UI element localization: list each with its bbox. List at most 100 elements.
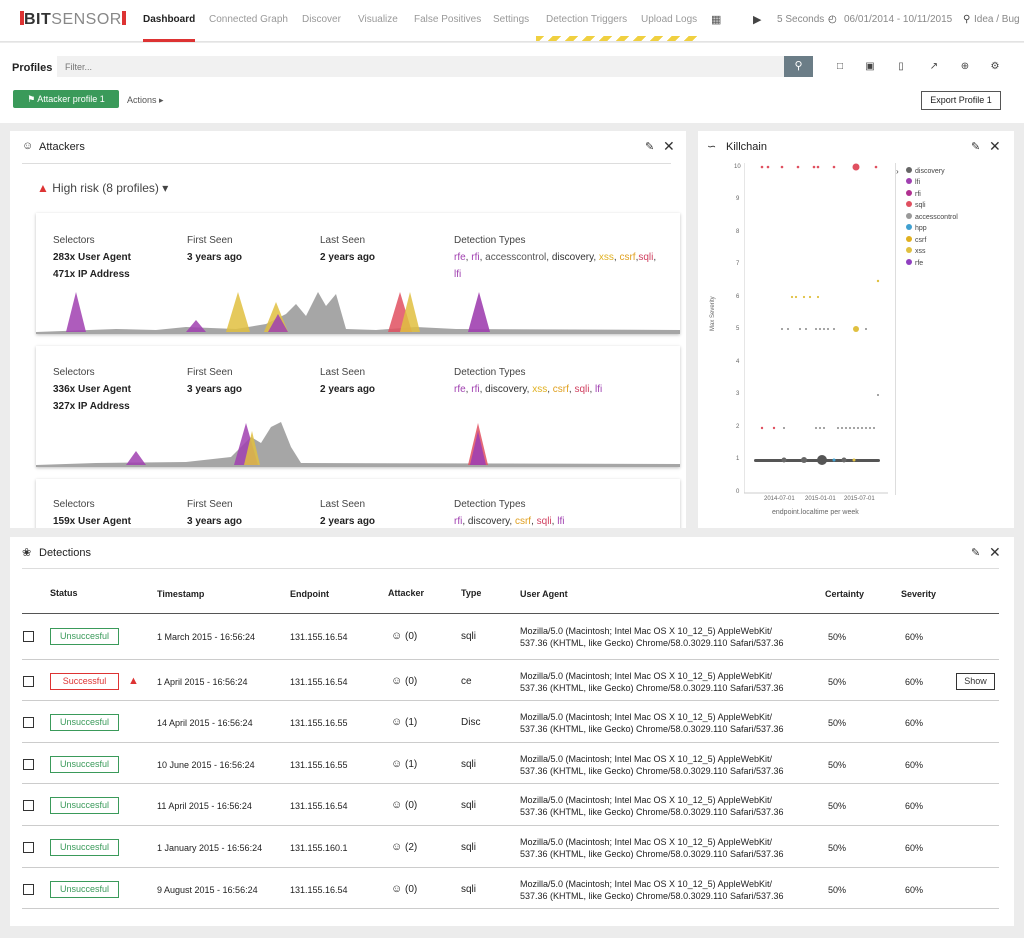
selector-ip-address: 471x IP Address: [53, 269, 130, 280]
selector-user-agent: 336x User Agent: [53, 384, 131, 395]
detections-panel: ❀ Detections ✎ ✕ Status Timestamp Endpoi…: [10, 537, 1014, 926]
close-icon[interactable]: ✕: [989, 544, 1001, 560]
legend-item[interactable]: csrf: [906, 236, 926, 244]
certainty-cell: 50%: [828, 843, 847, 853]
row-checkbox[interactable]: [23, 717, 34, 728]
attacker-card[interactable]: Selectors 283x User Agent 471x IP Addres…: [36, 213, 680, 334]
detection-type-tag: xss: [598, 252, 614, 263]
x-tick: 2014-07-01: [764, 496, 795, 502]
detection-types: rfe, rfi, accesscontrol, discovery, xss,…: [454, 252, 657, 280]
y-tick: 7: [736, 261, 740, 267]
row-checkbox[interactable]: [23, 676, 34, 687]
selector-ip-address: 327x IP Address: [53, 401, 130, 412]
nav-connected-graph[interactable]: Connected Graph: [209, 14, 288, 25]
type-cell: sqli: [461, 759, 477, 770]
nav-dashboard[interactable]: Dashboard: [143, 0, 196, 42]
row-checkbox[interactable]: [23, 800, 34, 811]
user-agent-line: Mozilla/5.0 (Macintosh; Intel Mac OS X 1…: [520, 837, 772, 847]
row-checkbox[interactable]: [23, 631, 34, 642]
detection-types-label: Detection Types: [454, 499, 526, 510]
attacker-count[interactable]: (0): [405, 800, 418, 811]
close-icon[interactable]: ✕: [663, 138, 675, 154]
col-timestamp[interactable]: Timestamp: [157, 589, 205, 599]
attacker-card[interactable]: Selectors 159x User Agent First Seen 3 y…: [36, 479, 680, 528]
attacker-count[interactable]: (1): [405, 717, 418, 728]
row-checkbox[interactable]: [23, 759, 34, 770]
nav-detection-triggers[interactable]: Detection Triggers: [546, 14, 628, 25]
legend-item[interactable]: sqli: [906, 201, 926, 209]
user-agent-line: 537.36 (KHTML, like Gecko) Chrome/58.0.3…: [520, 683, 784, 693]
lightbulb-icon: ⚲: [963, 14, 971, 25]
last-seen-label: Last Seen: [320, 499, 366, 510]
timestamp-cell: 9 August 2015 - 16:56:24: [157, 885, 258, 895]
legend-item[interactable]: discovery: [906, 167, 945, 175]
show-button[interactable]: Show: [956, 673, 995, 690]
external-link-icon[interactable]: ↗: [929, 61, 939, 72]
actions-dropdown[interactable]: Actions ▸: [127, 95, 164, 106]
col-attacker[interactable]: Attacker: [388, 588, 425, 598]
endpoint-cell: 131.155.160.1: [290, 843, 348, 853]
col-status[interactable]: Status: [50, 588, 78, 598]
legend-item[interactable]: lfi: [906, 178, 920, 186]
risk-dropdown[interactable]: ▲ High risk (8 profiles) ▾: [37, 181, 168, 195]
legend-item[interactable]: rfe: [906, 259, 923, 267]
legend-item[interactable]: xss: [906, 247, 926, 255]
user-icon: ☺: [391, 883, 403, 895]
detection-type-tag: csrf: [619, 252, 636, 263]
bitsensor-logo[interactable]: BITSENSOR: [20, 11, 126, 29]
nav-upload-logs[interactable]: Upload Logs: [641, 14, 698, 25]
legend-toggle-icon[interactable]: ›: [896, 167, 899, 176]
nav-settings[interactable]: Settings: [493, 14, 530, 25]
row-checkbox[interactable]: [23, 842, 34, 853]
col-severity[interactable]: Severity: [901, 589, 937, 599]
grid-icon[interactable]: ▦: [711, 14, 722, 26]
col-certainty[interactable]: Certainty: [825, 589, 865, 599]
close-icon[interactable]: ✕: [989, 138, 1001, 154]
play-icon[interactable]: ▶: [753, 14, 762, 26]
profiles-filter-input[interactable]: [57, 56, 784, 77]
last-seen-value: 2 years ago: [320, 252, 376, 263]
save-icon[interactable]: ▣: [865, 61, 875, 72]
nav-false-positives[interactable]: False Positives: [414, 14, 482, 25]
legend-item[interactable]: accesscontrol: [906, 213, 958, 221]
attacker-card[interactable]: Selectors 336x User Agent 327x IP Addres…: [36, 346, 680, 467]
certainty-cell: 50%: [828, 677, 847, 687]
search-icon[interactable]: ⚲: [784, 56, 813, 77]
legend-item[interactable]: hpp: [906, 224, 927, 232]
type-cell: ce: [461, 676, 472, 687]
attacker-count[interactable]: (2): [405, 842, 418, 853]
detection-type-tag: sqli: [638, 252, 654, 263]
selector-user-agent: 159x User Agent: [53, 516, 131, 527]
detection-type-tag: accesscontrol: [485, 252, 547, 263]
folder-icon[interactable]: ▯: [898, 61, 904, 72]
row-checkbox[interactable]: [23, 884, 34, 895]
selectors-label: Selectors: [53, 499, 95, 510]
new-file-icon[interactable]: □: [836, 61, 844, 72]
nav-visualize[interactable]: Visualize: [358, 14, 398, 25]
col-endpoint[interactable]: Endpoint: [290, 589, 329, 599]
export-profile-button[interactable]: Export Profile 1: [921, 91, 1001, 110]
refresh-interval[interactable]: 5 Seconds: [777, 14, 825, 25]
first-seen-value: 3 years ago: [187, 516, 243, 527]
nav-discover[interactable]: Discover: [302, 14, 341, 25]
edit-icon[interactable]: ✎: [971, 141, 981, 153]
edit-icon[interactable]: ✎: [971, 547, 981, 559]
attacker-count[interactable]: (1): [405, 759, 418, 770]
gear-icon[interactable]: ⚙: [990, 61, 1000, 72]
attacker-count[interactable]: (0): [405, 631, 418, 642]
first-seen-label: First Seen: [187, 499, 233, 510]
first-seen-label: First Seen: [187, 367, 233, 378]
idea-bug-link[interactable]: Idea / Bug: [974, 14, 1020, 25]
edit-icon[interactable]: ✎: [645, 141, 655, 153]
attacker-count[interactable]: (0): [405, 884, 418, 895]
date-range[interactable]: 06/01/2014 - 10/11/2015: [844, 14, 953, 25]
attacker-profile-button[interactable]: ⚑ Attacker profile 1: [13, 90, 119, 108]
endpoint-cell: 131.155.16.54: [290, 801, 348, 811]
attacker-profile-label: Attacker profile 1: [37, 94, 105, 104]
user-agent-line: Mozilla/5.0 (Macintosh; Intel Mac OS X 1…: [520, 795, 772, 805]
add-circle-icon[interactable]: ⊕: [960, 61, 970, 72]
col-user-agent[interactable]: User Agent: [520, 589, 568, 599]
attacker-count[interactable]: (0): [405, 676, 418, 687]
col-type[interactable]: Type: [461, 588, 482, 598]
legend-item[interactable]: rfi: [906, 190, 921, 198]
